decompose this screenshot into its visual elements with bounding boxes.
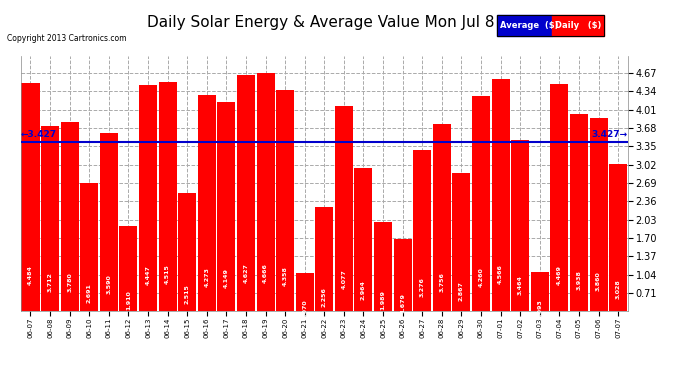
Bar [100,133,118,332]
Text: 4.469: 4.469 [557,265,562,285]
Bar [61,122,79,332]
Bar [433,124,451,332]
Bar [139,85,157,332]
Bar [609,164,627,332]
Bar [296,273,314,332]
Text: 4.149: 4.149 [224,268,229,288]
Bar [257,73,275,332]
Bar [453,173,471,332]
Bar [315,207,333,332]
Text: 3.028: 3.028 [615,279,620,299]
Bar [21,83,39,332]
Bar [198,95,216,332]
Text: 4.515: 4.515 [165,264,170,284]
Text: 3.860: 3.860 [596,271,601,291]
Bar [276,90,294,332]
Text: Average  ($): Average ($) [500,21,559,30]
Bar [570,114,588,332]
Bar [374,222,392,332]
Text: 4.484: 4.484 [28,265,33,285]
Text: 1.093: 1.093 [538,299,542,319]
Text: 3.464: 3.464 [518,275,522,295]
Bar [178,193,196,332]
Text: 4.627: 4.627 [244,264,248,284]
Text: 3.590: 3.590 [106,274,111,294]
Bar [41,126,59,332]
Bar [335,106,353,332]
Text: 1.989: 1.989 [381,290,386,310]
Bar [217,102,235,332]
Text: 1.070: 1.070 [302,299,307,319]
Text: 1.679: 1.679 [400,293,405,313]
Text: 2.867: 2.867 [459,281,464,301]
Bar [159,81,177,332]
Text: 2.256: 2.256 [322,287,327,307]
Text: 4.566: 4.566 [498,264,503,284]
Text: 1.910: 1.910 [126,291,131,310]
Bar [472,96,490,332]
Text: 4.447: 4.447 [146,265,150,285]
Bar [589,118,607,332]
Bar [551,84,569,332]
Text: 3.276: 3.276 [420,277,425,297]
Text: ←3.427: ←3.427 [21,130,57,139]
Text: 2.691: 2.691 [87,283,92,303]
Bar [355,168,373,332]
Bar [80,183,98,332]
Text: 4.273: 4.273 [204,267,209,287]
Text: 3.712: 3.712 [48,273,52,292]
Text: Daily   ($): Daily ($) [555,21,602,30]
Text: 3.756: 3.756 [440,272,444,292]
Bar [413,150,431,332]
Text: 4.260: 4.260 [478,267,484,287]
Text: 2.964: 2.964 [361,280,366,300]
Text: 4.358: 4.358 [283,266,288,286]
Bar [511,140,529,332]
Text: 4.666: 4.666 [263,263,268,283]
Bar [393,239,412,332]
Bar [119,226,137,332]
Text: 3.938: 3.938 [576,270,582,290]
Text: 2.515: 2.515 [185,285,190,304]
Text: 3.427→: 3.427→ [592,130,628,139]
Text: 3.780: 3.780 [67,272,72,292]
Text: 4.077: 4.077 [342,269,346,289]
Text: Copyright 2013 Cartronics.com: Copyright 2013 Cartronics.com [7,34,126,43]
Bar [491,79,510,332]
Bar [237,75,255,332]
Text: Daily Solar Energy & Average Value Mon Jul 8 05:39: Daily Solar Energy & Average Value Mon J… [147,15,543,30]
Bar [531,272,549,332]
